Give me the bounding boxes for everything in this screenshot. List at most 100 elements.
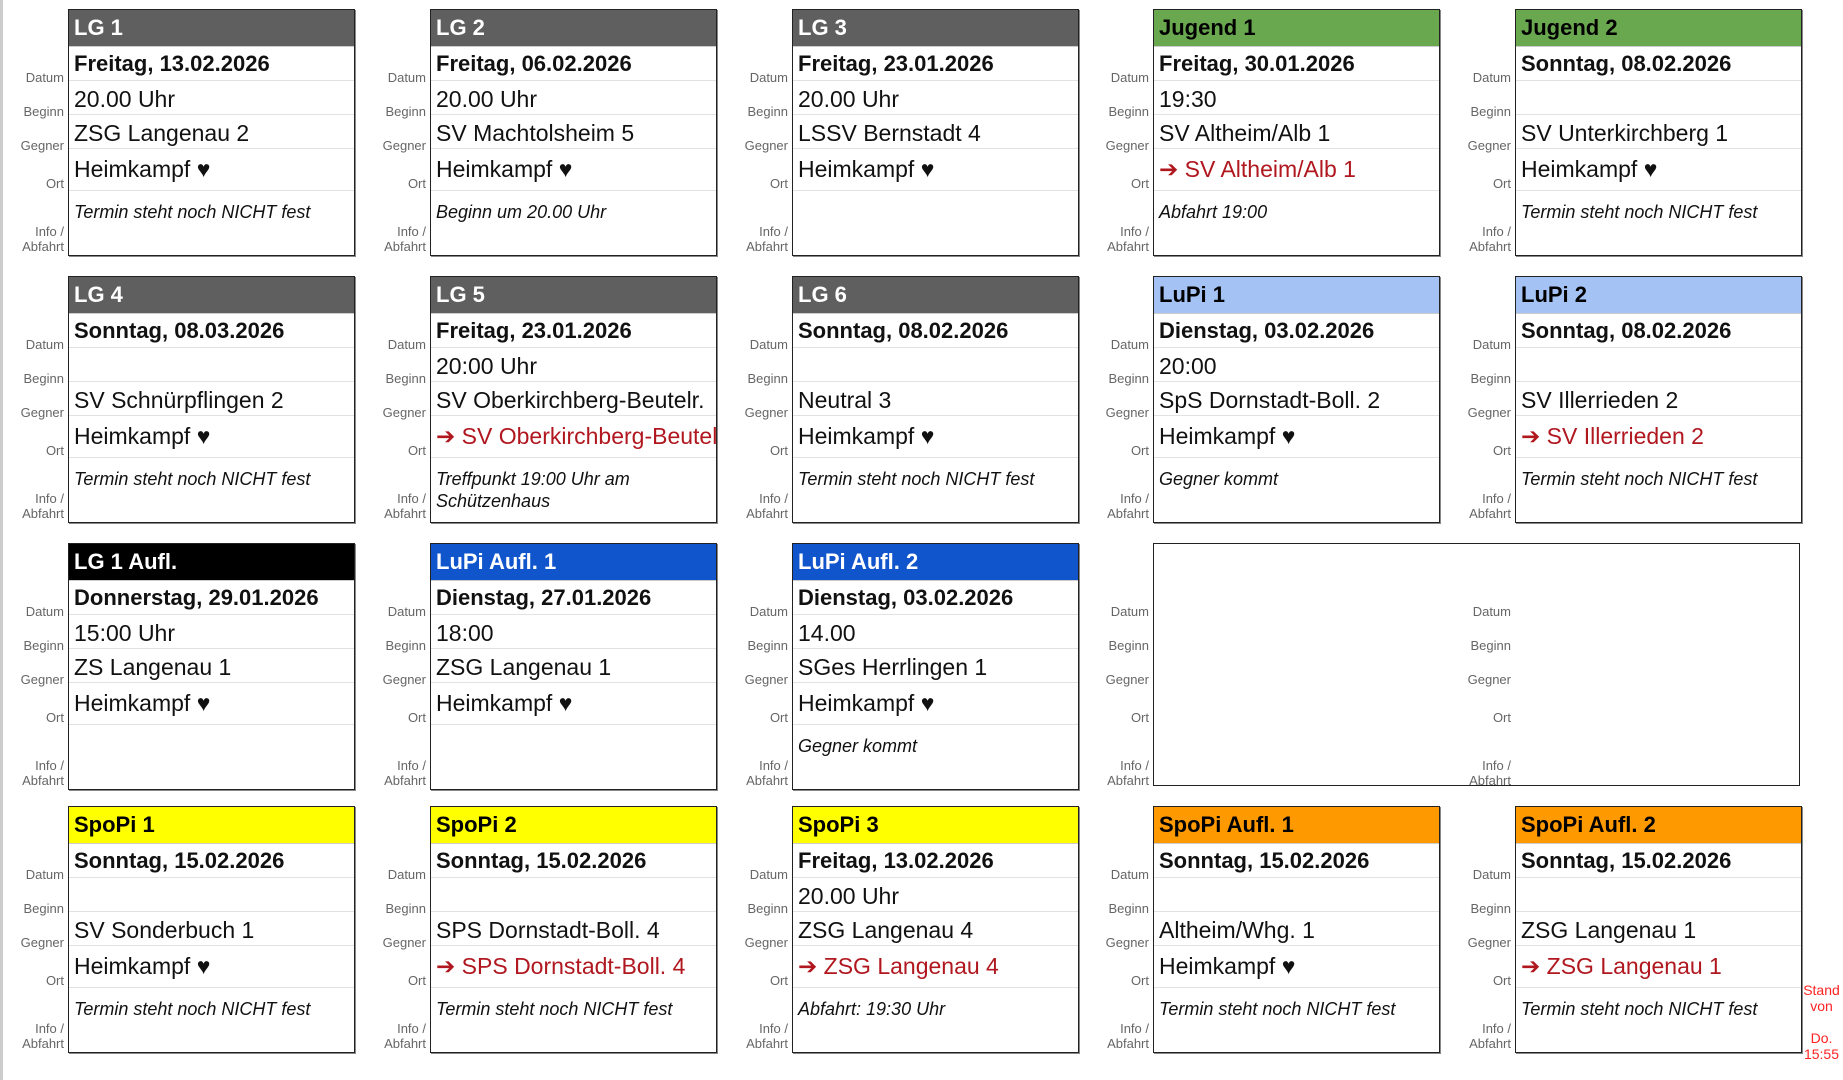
- location-value: Heimkampf ♥: [431, 683, 716, 725]
- label-info2: Abfahrt: [1469, 773, 1511, 788]
- label-info2: Abfahrt: [1469, 506, 1511, 521]
- label-datum: Datum: [749, 604, 788, 619]
- date-value: Freitag, 30.01.2026: [1154, 47, 1439, 81]
- start-time-value: 14.00: [793, 615, 1078, 649]
- location-value: ➔ SPS Dornstadt-Boll. 4: [431, 946, 716, 988]
- label-ort: Ort: [769, 176, 788, 191]
- label-datum: Datum: [1472, 70, 1511, 85]
- team-card[interactable]: SpoPi 3 Freitag, 13.02.2026 20.00 Uhr ZS…: [792, 806, 1079, 1053]
- opponent-value: ZSG Langenau 1: [431, 649, 716, 683]
- row-labels: Datum Beginn Gegner Ort Info / Abfahrt: [4, 806, 64, 1053]
- label-info2: Abfahrt: [1107, 1036, 1149, 1051]
- team-card[interactable]: LG 1 Freitag, 13.02.2026 20.00 Uhr ZSG L…: [68, 9, 355, 256]
- location-value: Heimkampf ♥: [793, 149, 1078, 191]
- label-ort: Ort: [769, 710, 788, 725]
- team-header: LuPi 2: [1516, 277, 1801, 314]
- label-datum: Datum: [1110, 604, 1149, 619]
- date-value: Sonntag, 15.02.2026: [1516, 844, 1801, 878]
- date-value: Freitag, 13.02.2026: [69, 47, 354, 81]
- label-info1: Info /: [1120, 491, 1149, 506]
- row-labels: Datum Beginn Gegner Ort Info / Abfahrt: [1089, 806, 1149, 1053]
- team-card[interactable]: LG 6 Sonntag, 08.02.2026 Neutral 3 Heimk…: [792, 276, 1079, 523]
- team-card[interactable]: LG 2 Freitag, 06.02.2026 20.00 Uhr SV Ma…: [430, 9, 717, 256]
- label-info1: Info /: [1482, 758, 1511, 773]
- opponent-value: ZSG Langenau 1: [1516, 912, 1801, 946]
- label-datum: Datum: [25, 337, 64, 352]
- date-value: Dienstag, 03.02.2026: [1154, 314, 1439, 348]
- team-card[interactable]: Jugend 2 Sonntag, 08.02.2026 SV Unterkir…: [1515, 9, 1802, 256]
- label-beginn: Beginn: [385, 638, 426, 653]
- label-datum: Datum: [1110, 337, 1149, 352]
- start-time-value: 19:30: [1154, 81, 1439, 115]
- location-value: Heimkampf ♥: [1516, 149, 1801, 191]
- label-beginn: Beginn: [747, 371, 788, 386]
- team-card[interactable]: LG 4 Sonntag, 08.03.2026 SV Schnürpfling…: [68, 276, 355, 523]
- label-ort: Ort: [45, 176, 64, 191]
- label-gegner: Gegner: [1105, 935, 1149, 950]
- label-gegner: Gegner: [1105, 672, 1149, 687]
- row-labels: Datum Beginn Gegner Ort Info / Abfahrt: [1089, 543, 1149, 790]
- team-card[interactable]: SpoPi Aufl. 2 Sonntag, 15.02.2026 ZSG La…: [1515, 806, 1802, 1053]
- label-info2: Abfahrt: [384, 773, 426, 788]
- team-card[interactable]: LG 3 Freitag, 23.01.2026 20.00 Uhr LSSV …: [792, 9, 1079, 256]
- team-card[interactable]: LG 5 Freitag, 23.01.2026 20:00 Uhr SV Ob…: [430, 276, 717, 523]
- info-value: Termin steht noch NICHT fest: [798, 469, 1035, 489]
- location-value: Heimkampf ♥: [69, 149, 354, 191]
- date-value: Freitag, 23.01.2026: [431, 314, 716, 348]
- label-gegner: Gegner: [20, 672, 64, 687]
- stand-line: Do.: [1810, 1030, 1833, 1046]
- label-beginn: Beginn: [1470, 104, 1511, 119]
- label-beginn: Beginn: [747, 638, 788, 653]
- label-info2: Abfahrt: [1107, 773, 1149, 788]
- label-ort: Ort: [1130, 176, 1149, 191]
- label-beginn: Beginn: [23, 638, 64, 653]
- label-info1: Info /: [397, 1021, 426, 1036]
- label-info1: Info /: [397, 491, 426, 506]
- location-value: ➔ SV Altheim/Alb 1: [1154, 149, 1439, 191]
- info-value: Gegner kommt: [798, 736, 918, 756]
- team-card[interactable]: LuPi Aufl. 1 Dienstag, 27.01.2026 18:00 …: [430, 543, 717, 790]
- label-beginn: Beginn: [23, 371, 64, 386]
- location-value: Heimkampf ♥: [69, 416, 354, 458]
- info-value: Termin steht noch NICHT fest: [1521, 469, 1758, 489]
- stand-line: von: [1810, 998, 1833, 1014]
- date-value: Sonntag, 15.02.2026: [1154, 844, 1439, 878]
- start-time-value: [1516, 81, 1801, 115]
- team-card[interactable]: LG 1 Aufl. Donnerstag, 29.01.2026 15:00 …: [68, 543, 355, 790]
- label-beginn: Beginn: [1470, 638, 1511, 653]
- last-updated-note: Stand von Do. 15:55: [1800, 982, 1843, 1062]
- row-labels: Datum Beginn Gegner Ort Info / Abfahrt: [1451, 543, 1511, 790]
- row-labels: Datum Beginn Gegner Ort Info / Abfahrt: [1451, 276, 1511, 523]
- opponent-value: ZS Langenau 1: [69, 649, 354, 683]
- opponent-value: SV Unterkirchberg 1: [1516, 115, 1801, 149]
- team-header: LG 3: [793, 10, 1078, 47]
- row-labels: Datum Beginn Gegner Ort Info / Abfahrt: [1451, 806, 1511, 1053]
- label-info1: Info /: [759, 1021, 788, 1036]
- team-header: Jugend 1: [1154, 10, 1439, 47]
- label-info1: Info /: [397, 224, 426, 239]
- label-info2: Abfahrt: [746, 239, 788, 254]
- start-time-value: [69, 878, 354, 912]
- label-beginn: Beginn: [1108, 638, 1149, 653]
- team-card[interactable]: LuPi Aufl. 2 Dienstag, 03.02.2026 14.00 …: [792, 543, 1079, 790]
- label-ort: Ort: [407, 710, 426, 725]
- team-card[interactable]: SpoPi 2 Sonntag, 15.02.2026 SPS Dornstad…: [430, 806, 717, 1053]
- location-value: ➔ ZSG Langenau 4: [793, 946, 1078, 988]
- date-value: Freitag, 13.02.2026: [793, 844, 1078, 878]
- team-card[interactable]: Jugend 1 Freitag, 30.01.2026 19:30 SV Al…: [1153, 9, 1440, 256]
- label-gegner: Gegner: [20, 935, 64, 950]
- label-gegner: Gegner: [744, 935, 788, 950]
- label-beginn: Beginn: [747, 901, 788, 916]
- opponent-value: SV Illerrieden 2: [1516, 382, 1801, 416]
- row-labels: Datum Beginn Gegner Ort Info / Abfahrt: [728, 806, 788, 1053]
- team-card[interactable]: LuPi 2 Sonntag, 08.02.2026 SV Illerriede…: [1515, 276, 1802, 523]
- team-card[interactable]: SpoPi Aufl. 1 Sonntag, 15.02.2026 Althei…: [1153, 806, 1440, 1053]
- team-card[interactable]: SpoPi 1 Sonntag, 15.02.2026 SV Sonderbuc…: [68, 806, 355, 1053]
- row-labels: Datum Beginn Gegner Ort Info / Abfahrt: [1451, 9, 1511, 256]
- label-ort: Ort: [1130, 973, 1149, 988]
- location-value: ➔ SV Oberkirchberg-Beutelr.: [431, 416, 716, 458]
- label-gegner: Gegner: [744, 672, 788, 687]
- label-ort: Ort: [45, 710, 64, 725]
- team-header: LG 4: [69, 277, 354, 314]
- team-card[interactable]: LuPi 1 Dienstag, 03.02.2026 20:00 SpS Do…: [1153, 276, 1440, 523]
